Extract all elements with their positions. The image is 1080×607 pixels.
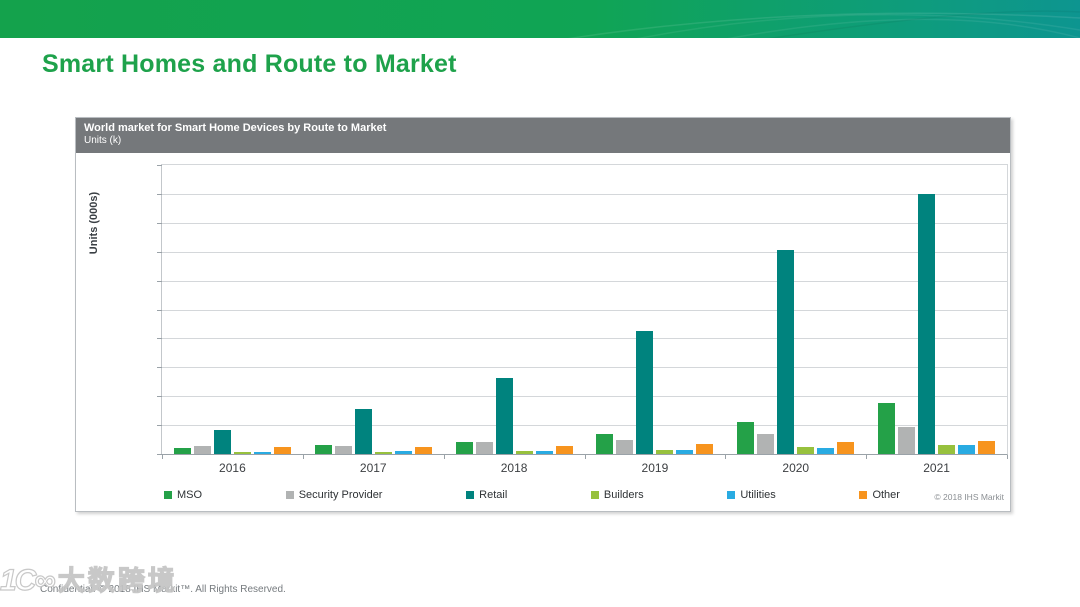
bar-builders-2018 [515,451,533,454]
legend-swatch-icon [466,491,475,499]
y-axis-tick [157,338,162,340]
gridline [162,193,1007,195]
chart-card: World market for Smart Home Devices by R… [75,117,1011,512]
x-axis-label-2019: 2019 [641,461,669,475]
legend-swatch-icon [285,491,294,499]
gridline [162,367,1007,369]
gridline [162,309,1007,311]
chart-legend: MSO Security Provider Retail Builders Utilit… [164,487,900,503]
bar-other-2019 [696,444,714,454]
bar-retail-2018 [495,378,513,454]
y-axis-tick [157,396,162,398]
legend-item-retail: Retail [466,489,507,501]
page-title: Smart Homes and Route to Market [42,50,457,78]
bar-security-provider-2016 [193,446,211,454]
gridline [162,222,1007,224]
y-axis-tick [157,309,162,311]
chart-header: World market for Smart Home Devices by R… [76,118,1010,153]
x-axis-label-2016: 2016 [219,461,246,475]
x-axis-tick [725,455,727,459]
gridline [162,280,1007,282]
bar-mso-2019 [596,434,614,454]
y-axis-tick [157,454,162,455]
y-axis-tick [157,367,162,369]
legend-label: Utilities [740,489,776,501]
banner-curves-decoration [568,10,1080,38]
x-axis-label-2017: 2017 [359,461,387,475]
gridline [162,338,1007,340]
y-axis-tick [157,222,162,224]
x-axis-tick [866,455,868,459]
bar-builders-2019 [656,450,674,454]
y-axis-label: Units (000s) [88,191,100,255]
x-axis-label-2018: 2018 [500,461,528,475]
y-axis-tick [157,193,162,195]
legend-label: Retail [479,489,508,501]
legend-item-other: Other [859,489,900,501]
bar-security-provider-2018 [475,442,493,454]
bar-builders-2021 [938,445,956,454]
x-axis-tick [162,455,163,459]
x-axis-tick [302,455,304,459]
legend-item-security-provider: Security Provider [285,489,383,501]
footer-confidential-text: Confidential. © 2018 IHS Markit™. All Ri… [40,584,286,595]
x-axis-label-2021: 2021 [923,461,950,475]
bar-security-provider-2019 [616,440,634,454]
bar-retail-2020 [777,250,795,454]
gridline [162,425,1007,427]
y-axis-tick [157,251,162,253]
bar-other-2020 [837,442,855,454]
bar-utilities-2016 [253,452,271,454]
chart-subtitle: Units (k) [84,135,122,146]
legend-swatch-icon [727,491,736,499]
x-axis-tick [584,455,586,459]
bar-other-2018 [555,446,573,454]
x-axis-label-2020: 2020 [782,461,810,475]
legend-swatch-icon [590,491,599,499]
y-axis-tick [157,280,162,282]
legend-item-mso: MSO [164,489,202,501]
bar-retail-2019 [636,331,654,454]
bar-other-2016 [273,447,291,454]
bar-security-provider-2020 [757,434,775,454]
legend-swatch-icon [859,491,868,499]
plot-area: 2016 2017 2018 2019 2020 2021 [157,164,1008,475]
bar-builders-2016 [233,452,251,454]
bar-mso-2016 [173,448,191,454]
bar-utilities-2019 [676,450,694,454]
bar-retail-2021 [918,194,936,454]
bar-builders-2020 [797,447,815,454]
gridline [162,396,1007,398]
legend-label: Builders [603,489,644,501]
bar-mso-2017 [314,445,332,454]
bar-other-2017 [414,447,432,454]
bar-mso-2018 [455,442,473,454]
bar-utilities-2017 [394,451,412,454]
bar-security-provider-2017 [334,446,352,454]
bar-utilities-2021 [958,445,976,454]
x-axis-tick [1007,455,1008,459]
bar-retail-2017 [354,409,372,454]
bar-security-provider-2021 [898,427,916,454]
legend-label: MSO [177,489,203,501]
bar-other-2021 [978,441,996,454]
legend-swatch-icon [164,491,172,499]
gridline [162,251,1007,253]
y-axis-tick [157,165,162,166]
x-axis-tick [443,455,445,459]
bar-mso-2021 [878,403,896,454]
y-axis-tick [157,425,162,427]
bar-retail-2016 [213,430,231,454]
chart-title: World market for Smart Home Devices by R… [84,122,387,134]
bar-mso-2020 [737,422,755,454]
legend-item-utilities: Utilities [727,489,776,501]
legend-label: Security Provider [298,489,383,501]
bar-builders-2017 [374,452,392,454]
bar-utilities-2020 [817,448,835,454]
bar-utilities-2018 [535,451,553,454]
legend-label: Other [872,489,900,501]
top-banner [0,0,1080,38]
chart-copyright: © 2018 IHS Markit [934,492,1004,502]
legend-item-builders: Builders [590,489,644,501]
